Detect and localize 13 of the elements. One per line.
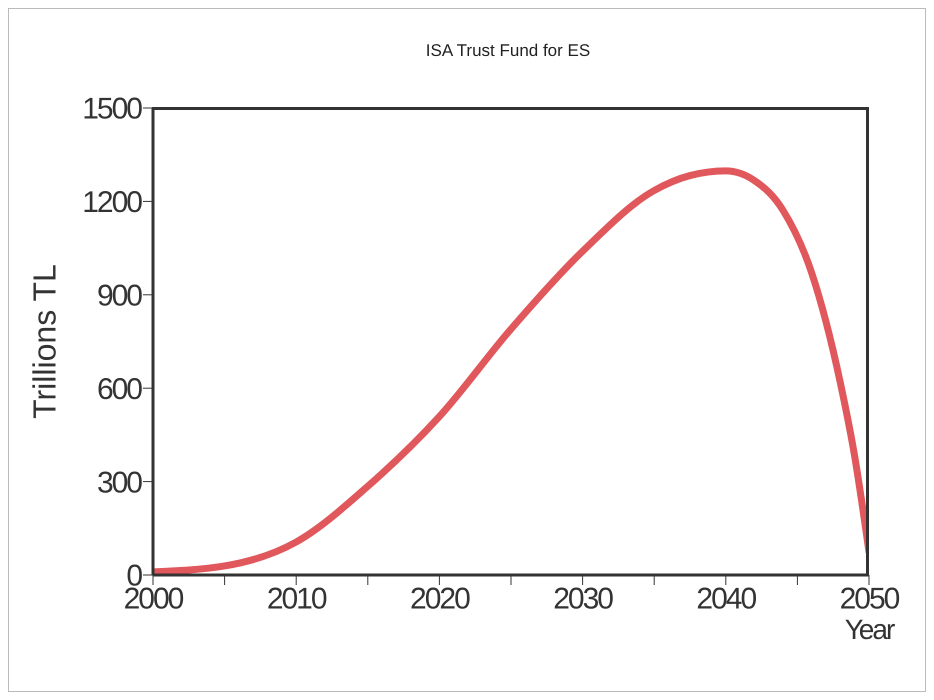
y-tick-label: 1200 — [82, 186, 142, 220]
y-axis-title: Trillions TL — [26, 264, 62, 419]
x-tick-label: 2040 — [696, 582, 756, 616]
x-tick-label: 2030 — [553, 582, 614, 616]
chart-title: ISA Trust Fund for ES — [424, 41, 592, 61]
x-tick-label: 2020 — [410, 582, 470, 616]
y-tick-label: 1500 — [82, 92, 142, 126]
y-tick-label: 900 — [96, 279, 142, 312]
y-tick-label: 300 — [96, 466, 142, 500]
x-tick-label: 2050 — [840, 582, 900, 616]
y-tick-label: 600 — [96, 372, 142, 406]
x-tick-label: 2010 — [266, 582, 327, 616]
x-axis-title: Year — [844, 614, 895, 645]
